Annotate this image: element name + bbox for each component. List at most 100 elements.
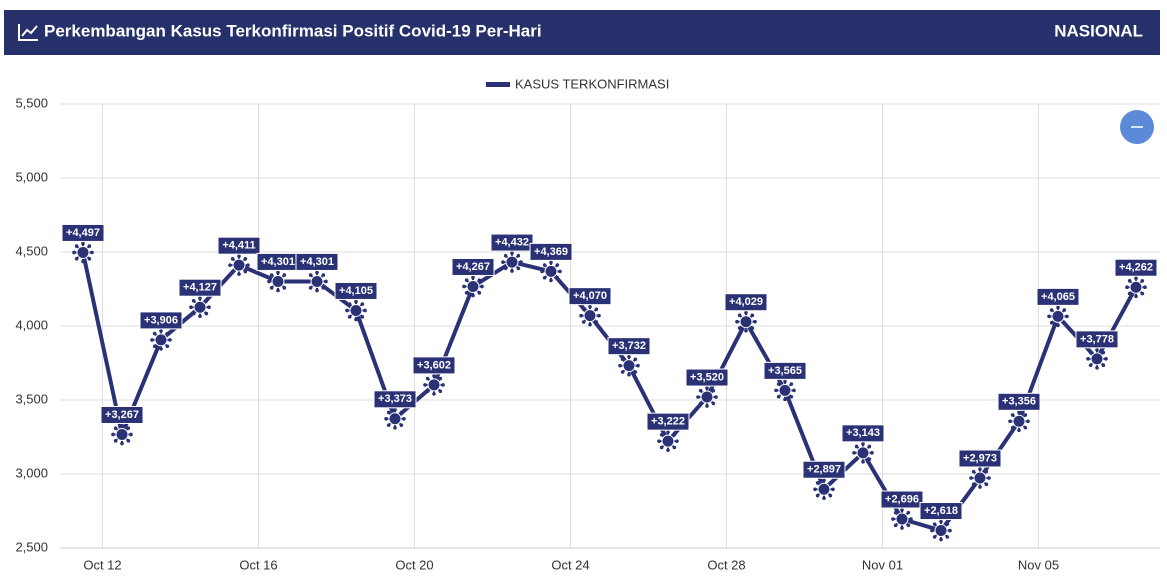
marker-tip — [555, 275, 560, 280]
marker-tip — [659, 432, 664, 437]
value-label-box — [334, 281, 378, 300]
marker-tip — [971, 469, 976, 474]
value-label-box — [178, 278, 222, 297]
marker-tip — [828, 481, 833, 485]
marker-tip — [152, 331, 157, 336]
marker-tip — [425, 376, 430, 381]
marker-tip — [1088, 363, 1093, 368]
marker-tip — [1127, 291, 1132, 296]
x-tick-label: Oct 20 — [395, 557, 433, 572]
marker-tip — [666, 430, 670, 434]
marker-tip — [269, 273, 274, 277]
marker-body — [895, 512, 909, 526]
marker-tip — [776, 382, 781, 386]
marker-tip — [113, 439, 118, 443]
marker-tip — [113, 426, 118, 430]
value-label-box — [997, 392, 1041, 411]
marker-tip — [1017, 428, 1021, 433]
marker-tip — [269, 286, 274, 290]
marker-tip — [354, 317, 358, 322]
marker-tip — [425, 389, 430, 394]
value-label: +3,373 — [378, 393, 412, 405]
virus-marker — [813, 478, 835, 501]
marker-tip — [477, 291, 482, 295]
value-label-box — [139, 311, 183, 330]
marker-tip — [978, 467, 982, 471]
marker-tip — [1140, 291, 1145, 296]
marker-tip — [191, 299, 196, 303]
marker-tip — [129, 432, 133, 437]
value-label: +4,262 — [1119, 262, 1153, 274]
x-tick-label: Oct 12 — [83, 557, 121, 572]
marker-tip — [984, 469, 989, 474]
marker-tip — [906, 510, 911, 515]
value-label-box — [490, 233, 534, 252]
marker-tip — [477, 278, 482, 282]
value-label: +4,497 — [66, 227, 100, 239]
marker-tip — [386, 410, 391, 415]
marker-tip — [386, 423, 391, 427]
marker-tip — [501, 260, 505, 264]
marker-tip — [987, 476, 991, 480]
marker-tip — [822, 496, 826, 501]
marker-tip — [776, 394, 781, 399]
marker-tip — [737, 326, 742, 330]
y-tick-label: 3,500 — [15, 391, 48, 406]
marker-tip — [542, 275, 547, 280]
marker-tip — [870, 451, 874, 455]
marker-tip — [579, 313, 583, 318]
value-label-box — [451, 257, 495, 276]
virus-marker — [1008, 410, 1030, 433]
marker-tip — [228, 263, 232, 267]
marker-tip — [306, 279, 310, 284]
marker-tip — [1023, 413, 1028, 417]
marker-tip — [945, 522, 950, 526]
value-label-box — [568, 287, 612, 306]
x-tick-label: Nov 01 — [862, 557, 903, 572]
marker-tip — [1065, 314, 1069, 319]
legend-swatch — [486, 82, 510, 87]
virus-marker — [579, 304, 601, 327]
virus-marker — [696, 386, 718, 408]
marker-tip — [308, 286, 313, 290]
marker-tip — [698, 388, 703, 393]
marker-body — [1051, 309, 1065, 323]
marker-body — [349, 303, 363, 317]
marker-tip — [1143, 285, 1147, 290]
virus-marker — [735, 310, 757, 333]
marker-tip — [815, 481, 820, 485]
value-label: +3,222 — [651, 416, 685, 428]
marker-tip — [480, 284, 484, 289]
marker-tip — [705, 386, 709, 390]
value-label-box — [724, 293, 768, 312]
marker-tip — [1101, 363, 1106, 368]
virus-marker — [384, 407, 406, 430]
x-tick-label: Oct 24 — [551, 557, 589, 572]
marker-tip — [276, 288, 280, 293]
marker-tip — [191, 311, 196, 316]
marker-tip — [1086, 357, 1090, 361]
value-label: +4,411 — [222, 240, 255, 252]
virus-marker — [111, 423, 133, 446]
marker-body — [232, 258, 246, 272]
virus-marker — [462, 275, 484, 298]
marker-tip — [558, 269, 562, 274]
marker-tip — [948, 528, 952, 533]
marker-tip — [618, 363, 622, 368]
marker-tip — [633, 357, 638, 362]
value-label: +3,356 — [1002, 396, 1036, 408]
marker-tip — [945, 535, 950, 539]
marker-tip — [347, 315, 352, 319]
marker-tip — [165, 331, 170, 336]
marker-tip — [750, 326, 755, 330]
virus-marker — [657, 430, 679, 452]
marker-body — [661, 434, 675, 448]
marker-tip — [198, 314, 202, 319]
marker-body — [700, 390, 714, 404]
marker-body — [271, 274, 285, 288]
y-tick-label: 4,000 — [15, 317, 48, 332]
virus-marker — [150, 329, 172, 351]
legend-label: KASUS TERKONFIRMASI — [515, 76, 669, 91]
value-label: +3,778 — [1080, 333, 1114, 345]
